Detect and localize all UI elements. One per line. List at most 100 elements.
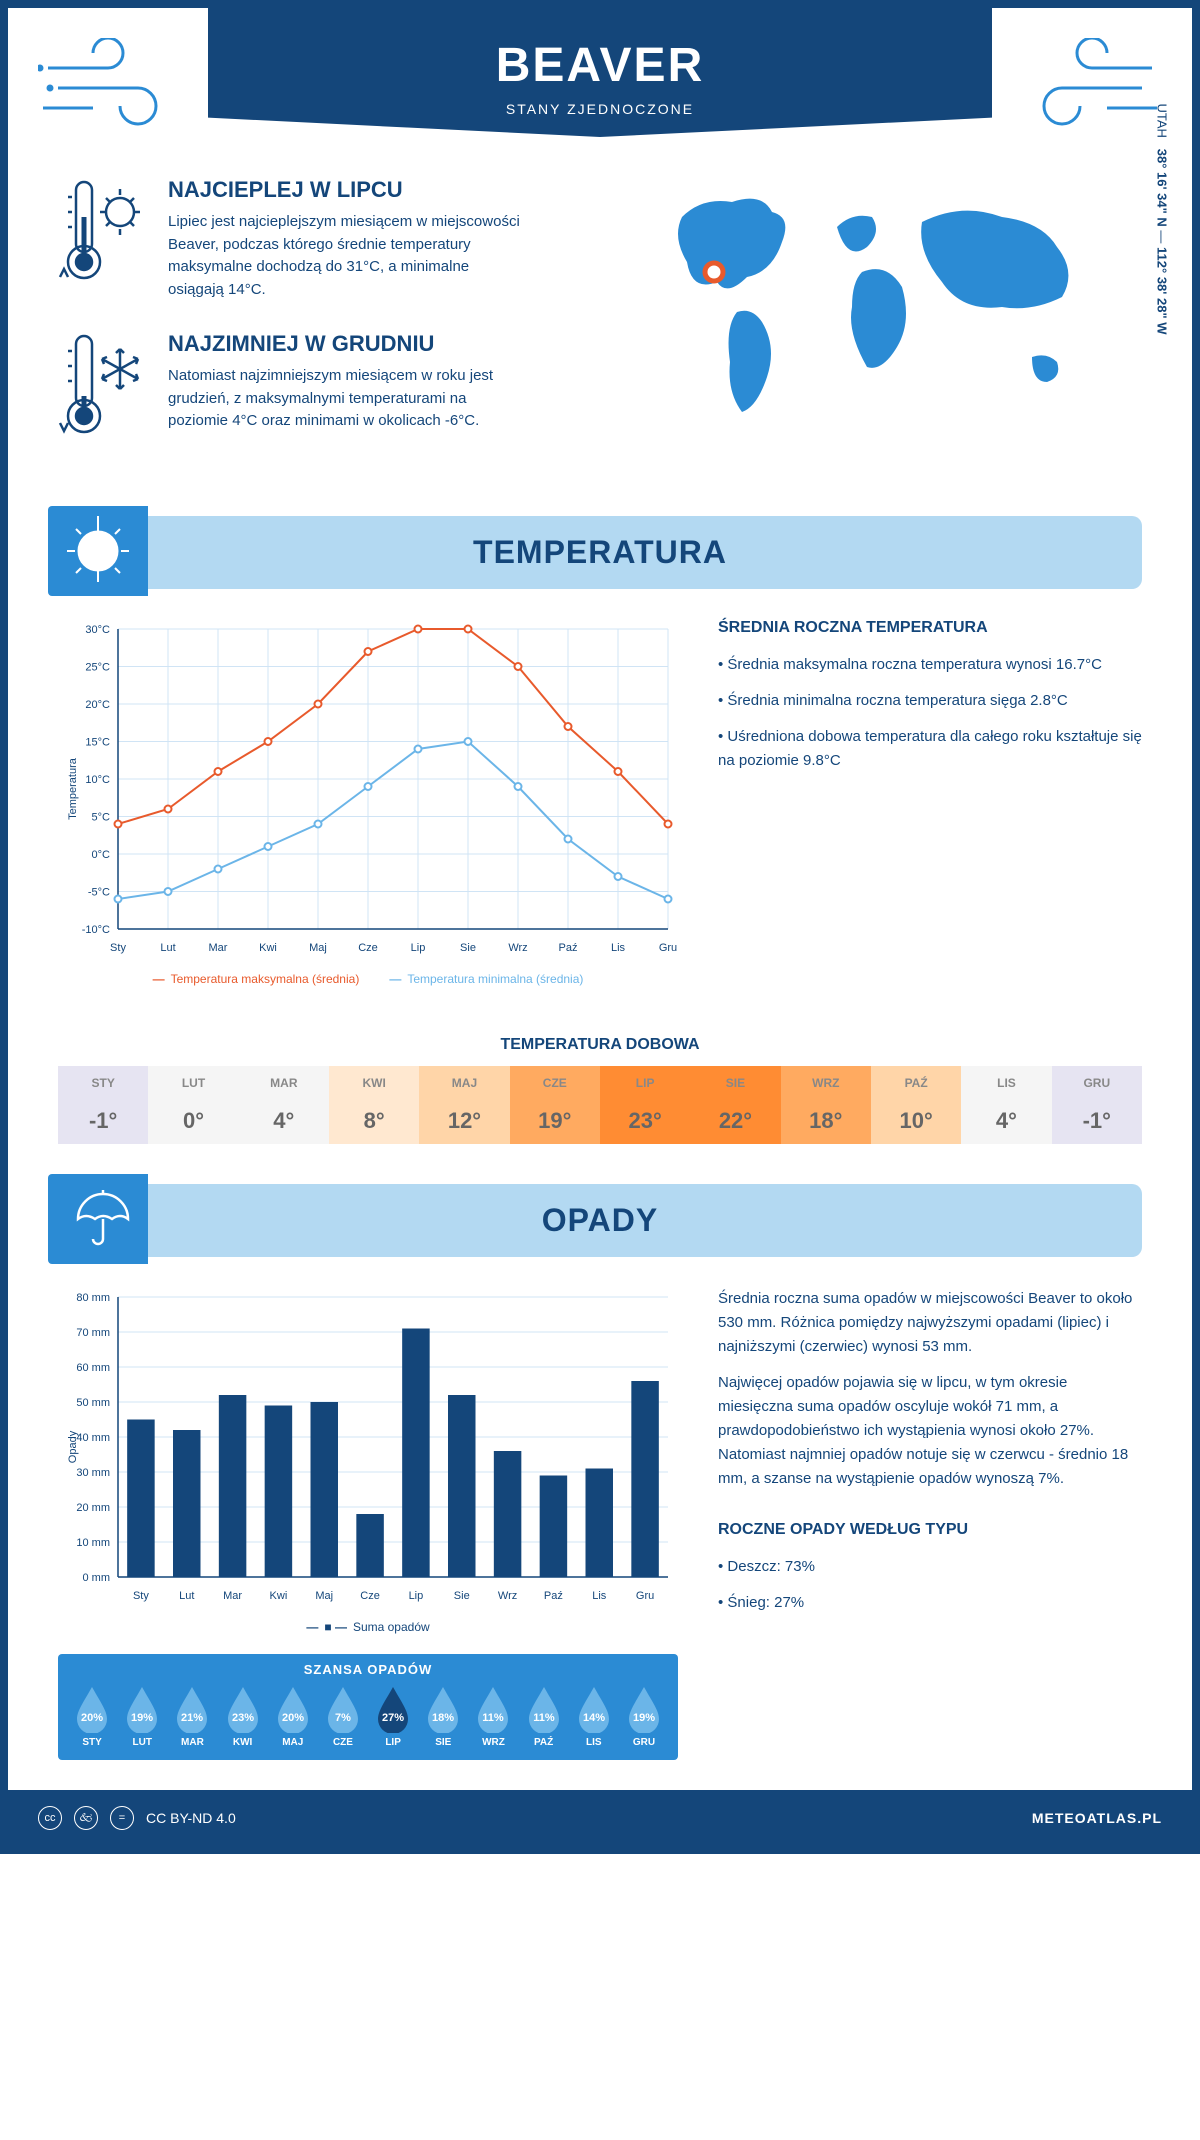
svg-text:7%: 7% xyxy=(335,1712,351,1724)
drop-cell: 11%PAŹ xyxy=(522,1685,566,1748)
umbrella-icon xyxy=(48,1174,148,1264)
temp-cell: MAR4° xyxy=(239,1066,329,1144)
temp-cell: STY-1° xyxy=(58,1066,148,1144)
precipitation-bar-chart: 0 mm 10 mm 20 mm 30 mm 40 mm 50 mm 60 mm 70 mm 8… xyxy=(58,1287,678,1607)
license-text: CC BY-ND 4.0 xyxy=(146,1810,236,1826)
svg-text:60 mm: 60 mm xyxy=(76,1362,110,1374)
svg-text:23%: 23% xyxy=(232,1712,254,1724)
temp-cell: MAJ12° xyxy=(419,1066,509,1144)
svg-text:20%: 20% xyxy=(81,1712,103,1724)
wind-icon xyxy=(1022,38,1162,138)
country-subtitle: STANY ZJEDNOCZONE xyxy=(208,101,992,117)
svg-text:10 mm: 10 mm xyxy=(76,1537,110,1549)
drop-cell: 11%WRZ xyxy=(471,1685,515,1748)
drop-cell: 20%STY xyxy=(70,1685,114,1748)
svg-text:Lut: Lut xyxy=(160,942,175,954)
svg-text:15°C: 15°C xyxy=(85,737,110,749)
drop-cell: 27%LIP xyxy=(371,1685,415,1748)
temp-cell: KWI8° xyxy=(329,1066,419,1144)
svg-text:0 mm: 0 mm xyxy=(83,1572,111,1584)
temp-cell: LIS4° xyxy=(961,1066,1051,1144)
world-map xyxy=(642,177,1122,437)
svg-text:40 mm: 40 mm xyxy=(76,1432,110,1444)
daily-temp-title: TEMPERATURA DOBOWA xyxy=(8,1036,1192,1054)
thermometer-cold-icon xyxy=(58,331,148,446)
sun-icon xyxy=(48,506,148,596)
precip-type-snow: • Śnieg: 27% xyxy=(718,1591,1142,1615)
svg-text:Maj: Maj xyxy=(309,942,327,954)
wind-icon xyxy=(38,38,178,138)
temp-cell: LIP23° xyxy=(600,1066,690,1144)
svg-text:70 mm: 70 mm xyxy=(76,1327,110,1339)
drop-cell: 19%GRU xyxy=(622,1685,666,1748)
city-title: BEAVER xyxy=(208,38,992,93)
temp-cell: LUT0° xyxy=(148,1066,238,1144)
svg-text:11%: 11% xyxy=(533,1712,555,1724)
precip-chart-legend: ■ Suma opadów xyxy=(58,1620,678,1634)
svg-text:Cze: Cze xyxy=(358,942,378,954)
thermometer-hot-icon xyxy=(58,177,148,301)
svg-text:27%: 27% xyxy=(382,1712,404,1724)
drop-cell: 14%LIS xyxy=(572,1685,616,1748)
svg-text:Gru: Gru xyxy=(636,1590,654,1602)
precipitation-chance-panel: SZANSA OPADÓW 20%STY19%LUT21%MAR23%KWI20… xyxy=(58,1654,678,1760)
temp-cell: SIE22° xyxy=(690,1066,780,1144)
temp-cell: GRU-1° xyxy=(1052,1066,1142,1144)
svg-text:Opady: Opady xyxy=(67,1430,79,1463)
svg-text:21%: 21% xyxy=(181,1712,203,1724)
drop-cell: 23%KWI xyxy=(221,1685,265,1748)
svg-text:Kwi: Kwi xyxy=(259,942,277,954)
svg-text:Lip: Lip xyxy=(409,1590,424,1602)
svg-text:Kwi: Kwi xyxy=(270,1590,288,1602)
drop-cell: 18%SIE xyxy=(421,1685,465,1748)
svg-text:Sie: Sie xyxy=(460,942,476,954)
svg-text:-10°C: -10°C xyxy=(82,924,110,936)
svg-text:Lis: Lis xyxy=(592,1590,607,1602)
daily-temp-table: STY-1°LUT0°MAR4°KWI8°MAJ12°CZE19°LIP23°S… xyxy=(58,1066,1142,1144)
svg-text:Temperatura: Temperatura xyxy=(67,757,79,820)
svg-text:19%: 19% xyxy=(131,1712,153,1724)
svg-text:Sty: Sty xyxy=(133,1590,149,1602)
coldest-text: Natomiast najzimniejszym miesiącem w rok… xyxy=(168,365,528,433)
svg-text:Mar: Mar xyxy=(209,942,228,954)
precipitation-section-header: OPADY xyxy=(58,1184,1142,1257)
drop-cell: 19%LUT xyxy=(120,1685,164,1748)
svg-text:10°C: 10°C xyxy=(85,774,110,786)
svg-text:Wrz: Wrz xyxy=(498,1590,517,1602)
warmest-title: NAJCIEPLEJ W LIPCU xyxy=(168,177,528,203)
warmest-text: Lipiec jest najcieplejszym miesiącem w m… xyxy=(168,211,528,301)
cc-icon: cc xyxy=(38,1806,62,1830)
svg-text:Paź: Paź xyxy=(544,1590,563,1602)
svg-text:Gru: Gru xyxy=(659,942,677,954)
nd-icon: = xyxy=(110,1806,134,1830)
svg-text:0°C: 0°C xyxy=(92,849,111,861)
temp-cell: CZE19° xyxy=(510,1066,600,1144)
svg-text:Lis: Lis xyxy=(611,942,626,954)
svg-text:Maj: Maj xyxy=(315,1590,333,1602)
by-icon: 🙵 xyxy=(74,1806,98,1830)
svg-text:20%: 20% xyxy=(282,1712,304,1724)
svg-text:Sie: Sie xyxy=(454,1590,470,1602)
coordinates: UTAH 38° 16' 34" N — 112° 38' 28" W xyxy=(1155,103,1170,334)
site-name: METEOATLAS.PL xyxy=(1032,1810,1162,1826)
svg-text:20 mm: 20 mm xyxy=(76,1502,110,1514)
svg-text:Paź: Paź xyxy=(559,942,578,954)
svg-text:50 mm: 50 mm xyxy=(76,1397,110,1409)
temp-info-b1: • Średnia maksymalna roczna temperatura … xyxy=(718,653,1142,677)
svg-text:11%: 11% xyxy=(483,1712,505,1724)
svg-text:80 mm: 80 mm xyxy=(76,1292,110,1304)
temp-cell: PAŹ10° xyxy=(871,1066,961,1144)
drop-cell: 21%MAR xyxy=(170,1685,214,1748)
svg-text:Cze: Cze xyxy=(360,1590,380,1602)
svg-text:Sty: Sty xyxy=(110,942,126,954)
svg-text:30 mm: 30 mm xyxy=(76,1467,110,1479)
temperature-section-header: TEMPERATURA xyxy=(58,516,1142,589)
drop-cell: 7%CZE xyxy=(321,1685,365,1748)
drop-cell: 20%MAJ xyxy=(271,1685,315,1748)
svg-text:Lip: Lip xyxy=(411,942,426,954)
precip-type-rain: • Deszcz: 73% xyxy=(718,1555,1142,1579)
location-marker xyxy=(705,263,723,281)
temp-info-b3: • Uśredniona dobowa temperatura dla całe… xyxy=(718,725,1142,773)
precip-info-p1: Średnia roczna suma opadów w miejscowośc… xyxy=(718,1287,1142,1359)
temperature-line-chart: -10°C-5°C0°C5°C10°C15°C20°C25°C30°CStyLu… xyxy=(58,619,678,959)
